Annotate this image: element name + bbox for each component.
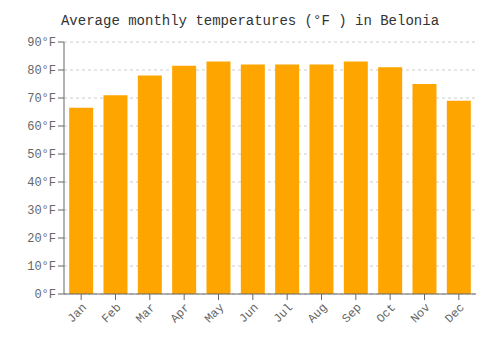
svg-text:10°F: 10°F <box>27 260 56 274</box>
svg-text:Sep: Sep <box>340 301 365 326</box>
svg-text:Jun: Jun <box>237 301 262 326</box>
svg-text:Jan: Jan <box>65 301 90 326</box>
svg-text:Feb: Feb <box>99 301 124 326</box>
svg-text:Oct: Oct <box>374 301 399 326</box>
svg-text:30°F: 30°F <box>27 204 56 218</box>
svg-text:Nov: Nov <box>408 301 433 326</box>
svg-text:Apr: Apr <box>168 301 193 326</box>
svg-text:20°F: 20°F <box>27 232 56 246</box>
svg-text:Jul: Jul <box>271 301 296 326</box>
svg-text:50°F: 50°F <box>27 148 56 162</box>
svg-text:60°F: 60°F <box>27 120 56 134</box>
svg-text:May: May <box>202 301 227 326</box>
svg-text:Aug: Aug <box>305 301 330 326</box>
svg-text:80°F: 80°F <box>27 64 56 78</box>
svg-text:Dec: Dec <box>443 301 468 326</box>
html-text:Average monthly temperatures (: Average monthly temperatures (°F ) in Be… <box>61 13 439 29</box>
svg-text:40°F: 40°F <box>27 176 56 190</box>
svg-text:70°F: 70°F <box>27 92 56 106</box>
svg-text:90°F: 90°F <box>27 36 56 50</box>
svg-text:Mar: Mar <box>134 301 159 326</box>
svg-text:0°F: 0°F <box>34 288 56 302</box>
